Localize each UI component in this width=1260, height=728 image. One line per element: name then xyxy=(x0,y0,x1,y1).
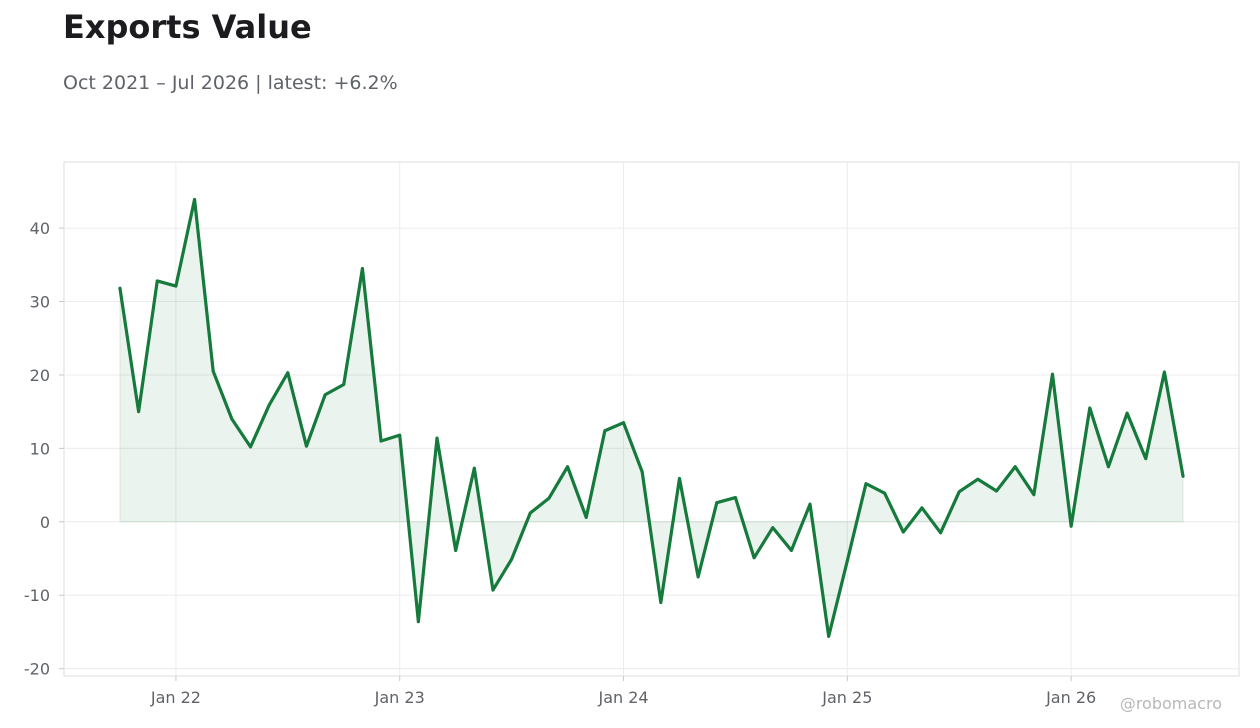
data-point xyxy=(491,588,495,592)
data-point xyxy=(789,549,793,552)
y-tick-label: 0 xyxy=(40,513,50,532)
data-point xyxy=(193,198,196,201)
data-point xyxy=(1107,465,1110,469)
data-point xyxy=(174,284,178,288)
data-point xyxy=(976,477,980,481)
data-point xyxy=(342,383,346,386)
data-point xyxy=(323,393,327,397)
data-point xyxy=(286,371,290,375)
x-tick-label: Jan 24 xyxy=(597,688,648,707)
data-point xyxy=(1088,406,1092,410)
data-point xyxy=(249,445,252,449)
data-point xyxy=(398,433,402,437)
data-point xyxy=(528,511,532,515)
data-point xyxy=(305,444,308,448)
data-point xyxy=(1181,474,1185,478)
data-point xyxy=(659,601,663,604)
x-tick-label: Jan 22 xyxy=(150,688,201,707)
data-point xyxy=(771,526,775,530)
y-tick-label: 30 xyxy=(30,293,50,312)
data-point xyxy=(1032,493,1036,497)
data-point xyxy=(1144,457,1148,461)
data-point xyxy=(230,417,234,421)
y-tick-label: 40 xyxy=(30,219,50,238)
data-point xyxy=(118,286,122,290)
data-point xyxy=(584,515,588,519)
data-point xyxy=(361,267,364,270)
data-point xyxy=(920,506,924,510)
x-tick-label: Jan 26 xyxy=(1045,688,1096,707)
data-point xyxy=(603,429,607,433)
chart-subtitle: Oct 2021 – Jul 2026 | latest: +6.2% xyxy=(63,72,398,94)
y-tick-label: -10 xyxy=(24,586,50,605)
data-point xyxy=(1013,465,1017,469)
chart-title: Exports Value xyxy=(63,8,312,46)
data-point xyxy=(640,470,644,474)
watermark: @robomacro xyxy=(1119,694,1222,713)
data-point xyxy=(1125,411,1129,415)
data-point xyxy=(435,436,439,440)
y-axis-ticks: -20 -10 0 10 20 30 40 xyxy=(24,219,64,679)
data-point xyxy=(416,620,420,624)
data-point xyxy=(939,531,942,535)
data-point xyxy=(622,421,625,425)
data-point xyxy=(883,491,887,495)
data-point xyxy=(734,496,737,499)
data-point xyxy=(827,634,831,638)
data-point xyxy=(752,556,756,560)
data-point xyxy=(845,559,849,563)
data-point xyxy=(995,489,998,493)
data-point xyxy=(547,496,551,500)
x-tick-label: Jan 23 xyxy=(374,688,425,707)
data-point xyxy=(864,482,868,486)
data-point xyxy=(1051,372,1054,376)
data-point xyxy=(379,439,383,443)
point-layer xyxy=(118,198,1185,638)
data-point xyxy=(901,530,905,534)
data-point xyxy=(472,466,476,470)
data-point xyxy=(678,477,681,480)
y-tick-label: -20 xyxy=(24,660,50,679)
line-layer xyxy=(118,197,1185,638)
plot-frame xyxy=(63,161,1240,677)
data-point xyxy=(267,403,271,407)
area-layer xyxy=(119,199,1184,637)
data-point xyxy=(1163,370,1166,374)
series-line xyxy=(118,197,1185,638)
area-fill xyxy=(119,199,1184,637)
data-point xyxy=(566,465,569,469)
data-point xyxy=(211,369,215,373)
x-tick-label: Jan 25 xyxy=(821,688,872,707)
data-point xyxy=(510,557,514,561)
data-point xyxy=(1069,524,1073,528)
data-point xyxy=(454,549,458,552)
data-point xyxy=(696,575,700,579)
data-point xyxy=(155,279,159,283)
x-axis-ticks: Jan 22 Jan 23 Jan 24 Jan 25 Jan 26 xyxy=(150,676,1096,707)
data-point xyxy=(808,502,812,506)
data-point xyxy=(137,410,141,414)
grid-lines xyxy=(64,162,1239,676)
data-point xyxy=(715,501,719,505)
y-tick-label: 10 xyxy=(30,439,50,458)
y-tick-label: 20 xyxy=(30,366,50,385)
data-point xyxy=(957,490,961,494)
